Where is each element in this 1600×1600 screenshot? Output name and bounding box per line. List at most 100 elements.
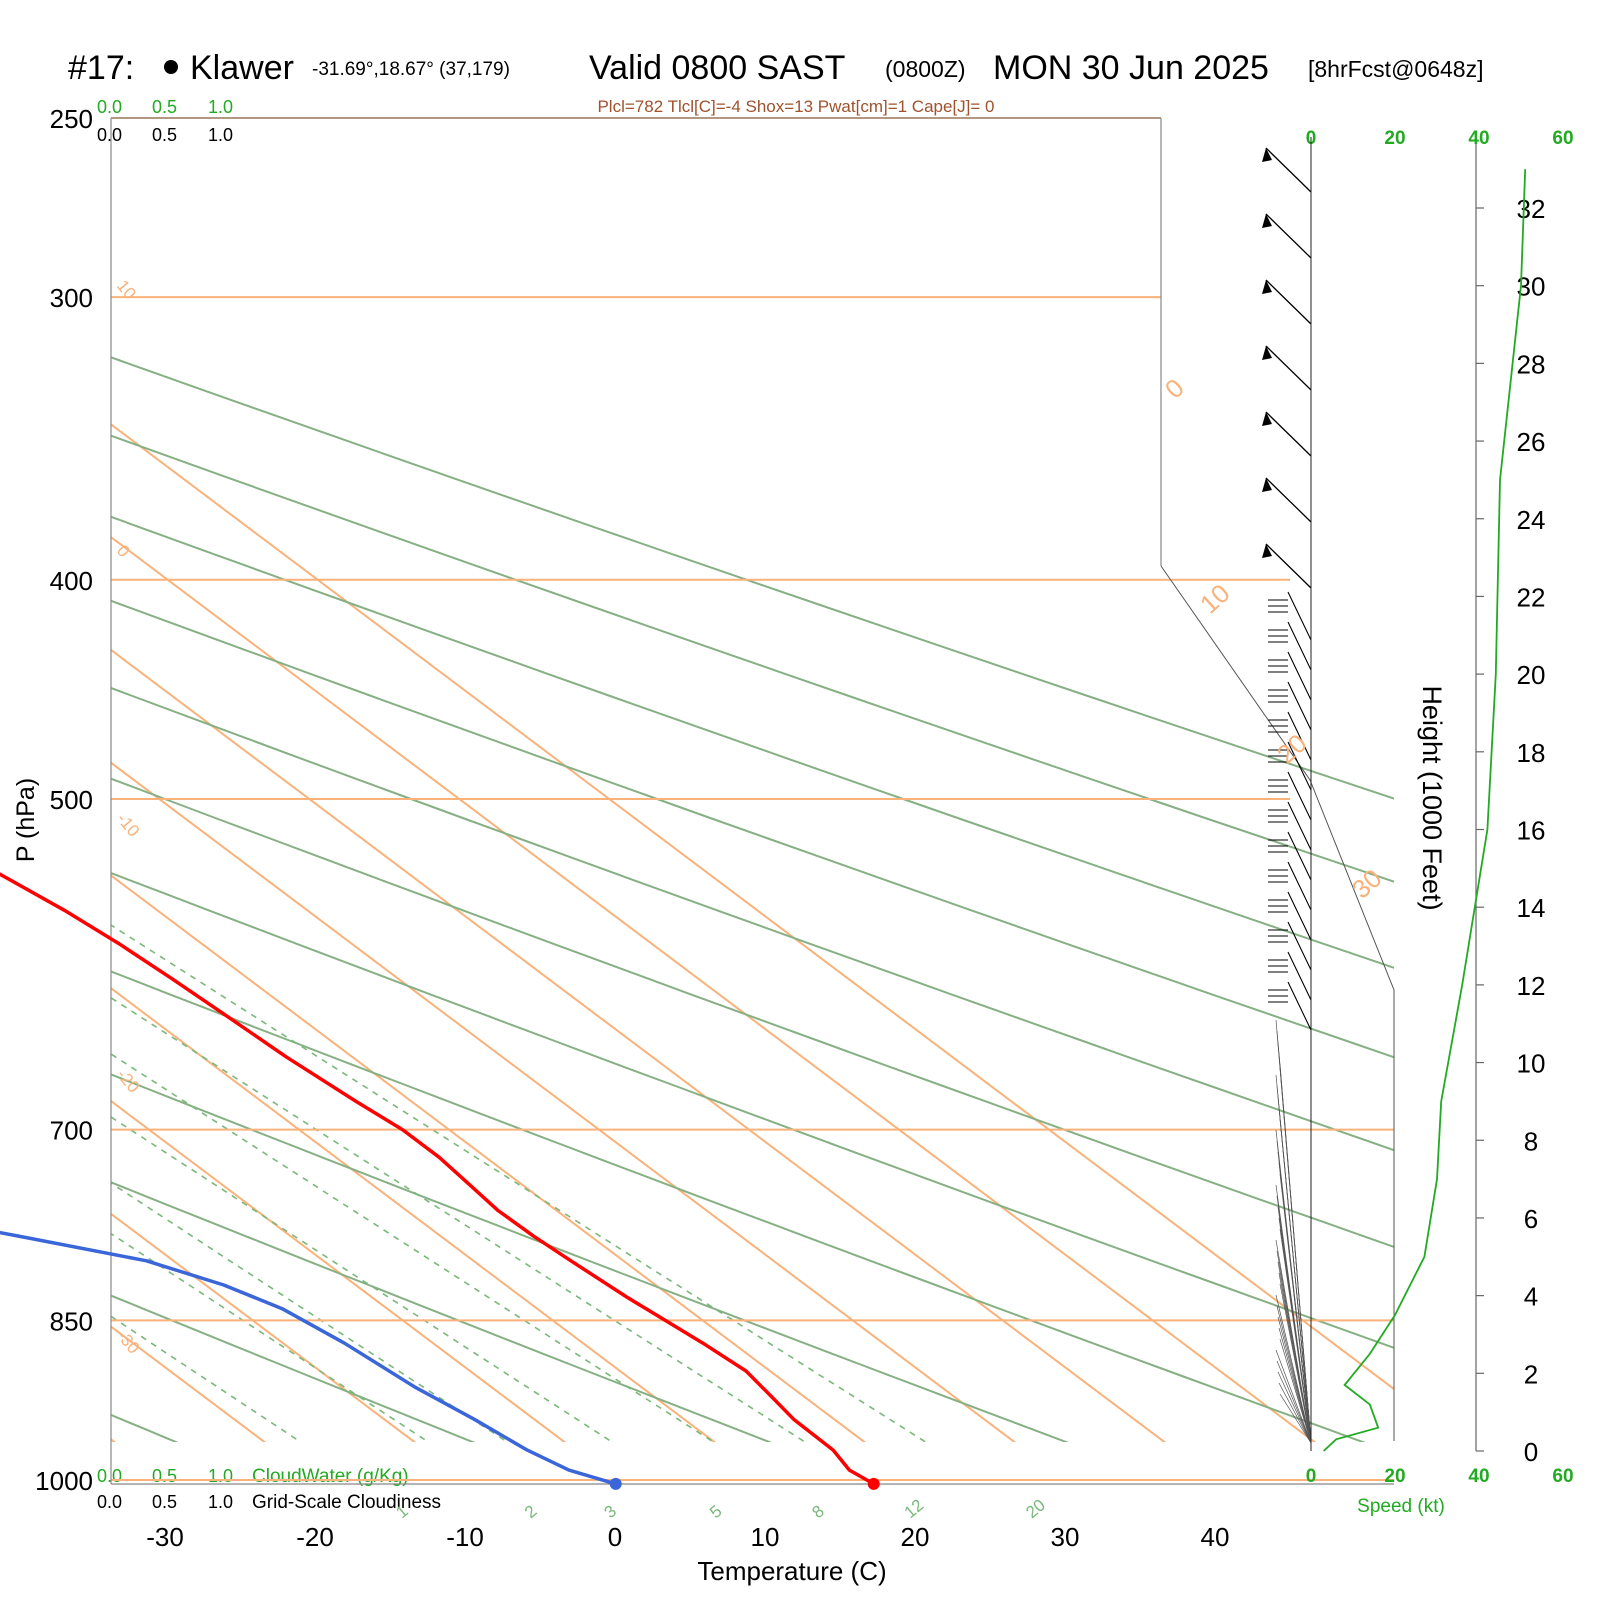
height-tick-label: 12 [1517,971,1546,1001]
cloud-scale-top-green-0: 0.0 [97,97,122,117]
x-tick-label: -10 [446,1522,484,1552]
speed-tick-label-bottom: 0 [1306,1466,1317,1487]
dry-adiabat-line [111,356,1394,800]
height-tick-label: 14 [1517,893,1546,923]
wind-barb [1279,1118,1312,1444]
height-tick-label: 32 [1517,194,1546,224]
wind-barb [1265,279,1312,325]
plot-frame [110,117,1395,1485]
sounding-indices: Plcl=782 Tlcl[C]=-4 Shox=13 Pwat[cm]=1 C… [597,97,994,116]
isotherm-label-right: 30 [1346,863,1388,905]
wind-barb [1279,1393,1312,1444]
height-axis-label: Height (1000 Feet) [1417,685,1447,910]
x-tick-label: 40 [1201,1522,1230,1552]
wind-barb [1265,213,1312,259]
pressure-tick-label: 250 [50,104,93,134]
wind-barb [1265,345,1312,391]
dry-adiabat-lines [111,356,1394,1442]
isotherm-label-right: 10 [1194,578,1236,620]
wind-barb-flag [1262,478,1272,492]
dry-adiabat-line [111,515,1394,969]
wind-barb [1287,891,1312,941]
wind-barb [1287,681,1312,731]
wind-barb [1279,1063,1312,1444]
x-axis-label: Temperature (C) [697,1556,886,1586]
pressure-tick-label: 400 [50,566,93,596]
mixing-ratio-line [111,996,807,1442]
valid-time: Valid 0800 SAST [589,49,845,87]
x-tick-label: -30 [146,1522,184,1552]
isotherm-label-right: 0 [1159,372,1190,404]
height-tick-label: 16 [1517,816,1546,846]
wind-barb [1287,981,1312,1031]
wind-barb [1287,861,1312,911]
wind-barb [1287,951,1312,1001]
wind-barb-flag [1262,280,1272,294]
wind-barb [1287,741,1312,791]
wind-barb [1278,1327,1312,1444]
station-id: #17: [68,49,134,87]
pressure-tick-label: 700 [50,1116,93,1146]
isotherm-line [111,1212,417,1442]
cloud-scale-top-green-2: 1.0 [208,97,233,117]
dry-adiabat-line [111,777,1394,1248]
isotherm-label: -10 [113,809,143,840]
isotherm-line [111,874,867,1442]
isotherm-lines [111,423,1394,1442]
dry-adiabat-line [111,871,1394,1349]
wind-barb [1287,621,1312,671]
height-tick-label: 4 [1524,1282,1538,1312]
isotherm-line [111,535,1317,1442]
mixing-ratio-label: 8 [808,1501,827,1522]
surface-temperature-point [867,1477,880,1490]
cloud-scale: 0.0 0.5 1.0 0.0 0.5 1.0 0.0 0.5 1.0 Clou… [97,97,441,1513]
mixing-ratio-line [111,924,928,1442]
speed-tick-label-top: 60 [1552,128,1573,149]
x-tick-label: 20 [901,1522,930,1552]
height-tick-label: 20 [1517,660,1546,690]
speed-profile-line [1322,169,1527,1452]
speed-tick-label-bottom: 60 [1552,1466,1573,1487]
wind-barb [1279,1228,1312,1444]
wind-barb [1265,147,1312,193]
dry-adiabat-line [111,970,1366,1442]
x-tick-label: 10 [751,1522,780,1552]
height-tick-label: 18 [1517,738,1546,768]
height-tick-label: 28 [1517,349,1546,379]
cloud-scale-top-black-1: 0.5 [152,125,177,145]
x-tick-labels: -30 -20 -10 0 10 20 30 40 [146,1522,1229,1552]
cloudiness-label: Grid-Scale Cloudiness [252,1492,441,1513]
cloud-scale-bottom-black-0: 0.0 [97,1492,122,1512]
x-tick-label: 30 [1051,1522,1080,1552]
wind-barb [1265,477,1312,523]
pressure-tick-label: 850 [50,1306,93,1336]
wind-barb-flag [1262,412,1272,426]
mixing-ratio-line [111,1116,614,1442]
isotherm-line [111,987,717,1442]
isotherm-label-right: 20 [1271,728,1313,770]
wind-barb [1287,921,1312,971]
sounding-series [0,169,1527,1490]
wind-barb [1278,1382,1312,1444]
height-tick-label: 26 [1517,427,1546,457]
isotherm-line [111,1099,567,1442]
wind-barb [1265,543,1312,589]
speed-tick-label-bottom: 20 [1384,1466,1405,1487]
cloud-scale-top-green-1: 0.5 [152,97,177,117]
pressure-tick-label: 300 [50,283,93,313]
mixing-ratio-label: 2 [521,1501,540,1522]
temperature-line [0,872,875,1486]
height-tick-label: 8 [1524,1126,1538,1156]
pressure-tick-label: 1000 [35,1466,93,1496]
dry-adiabat-line [111,1181,773,1442]
dry-adiabat-line [111,686,1394,1152]
dry-adiabat-line [111,1073,1069,1442]
wind-barb [1276,1360,1312,1444]
mixing-ratio-label: 12 [901,1495,928,1522]
forecast-info: [8hrFcst@0648z] [1308,56,1483,82]
speed-axis-label: Speed (kt) [1357,1496,1445,1517]
wind-barb [1275,1349,1312,1444]
mixing-ratio-lines [111,924,928,1442]
